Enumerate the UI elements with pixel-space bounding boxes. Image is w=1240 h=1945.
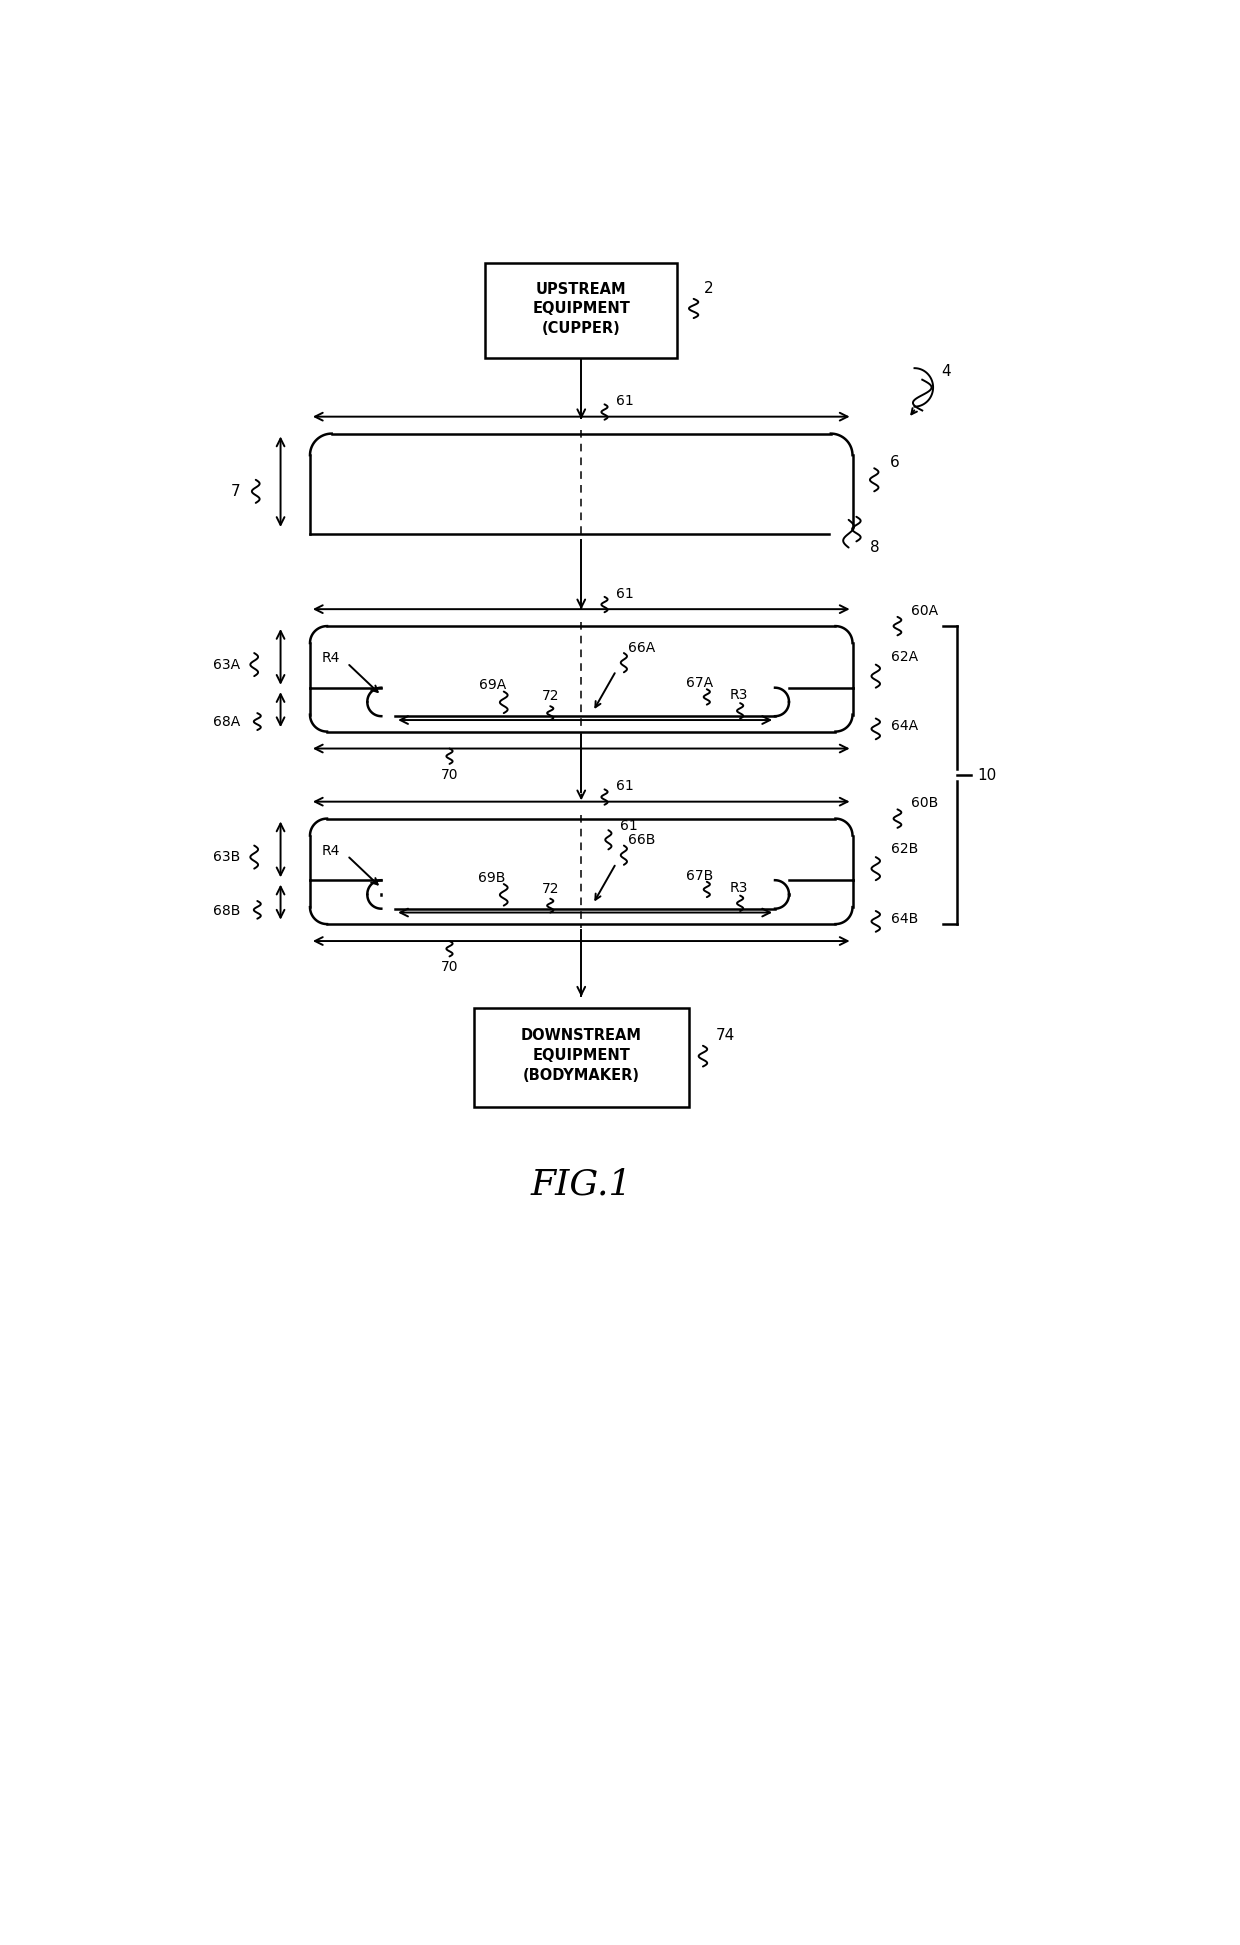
Text: 70: 70 — [440, 961, 459, 974]
Text: 69B: 69B — [479, 871, 506, 885]
Text: 61: 61 — [620, 819, 637, 832]
Text: 66B: 66B — [627, 832, 655, 848]
FancyBboxPatch shape — [485, 263, 677, 358]
Text: 61: 61 — [616, 780, 634, 794]
Text: 74: 74 — [715, 1029, 734, 1043]
Text: FIG.1: FIG.1 — [531, 1167, 632, 1202]
Text: UPSTREAM
EQUIPMENT
(CUPPER): UPSTREAM EQUIPMENT (CUPPER) — [532, 282, 630, 336]
Text: 60A: 60A — [910, 603, 937, 619]
Text: 63B: 63B — [213, 850, 241, 864]
Text: 72: 72 — [542, 689, 559, 702]
Text: 8: 8 — [869, 541, 879, 554]
Text: 61: 61 — [616, 395, 634, 408]
Text: 2: 2 — [704, 282, 713, 296]
Text: 7: 7 — [231, 484, 241, 498]
Text: 68A: 68A — [213, 716, 241, 729]
Text: 72: 72 — [542, 881, 559, 895]
Text: 63A: 63A — [213, 657, 241, 671]
Text: R3: R3 — [730, 881, 749, 895]
Text: R4: R4 — [321, 652, 340, 665]
Text: 62B: 62B — [892, 842, 919, 856]
Text: 66A: 66A — [627, 640, 655, 655]
Text: 64B: 64B — [892, 912, 919, 926]
Text: 70: 70 — [440, 768, 459, 782]
Text: 10: 10 — [977, 768, 997, 782]
Text: R4: R4 — [321, 844, 340, 858]
FancyBboxPatch shape — [474, 1008, 689, 1107]
Text: DOWNSTREAM
EQUIPMENT
(BODYMAKER): DOWNSTREAM EQUIPMENT (BODYMAKER) — [521, 1029, 642, 1083]
Text: 62A: 62A — [892, 650, 919, 663]
Text: 6: 6 — [890, 455, 899, 469]
Text: 68B: 68B — [213, 904, 241, 918]
Text: 67B: 67B — [686, 869, 713, 883]
Text: 64A: 64A — [892, 720, 919, 733]
Text: 60B: 60B — [910, 796, 937, 811]
Text: 67A: 67A — [686, 677, 713, 690]
Text: 69A: 69A — [479, 679, 506, 692]
Text: 4: 4 — [941, 364, 951, 379]
Text: R3: R3 — [730, 689, 749, 702]
Text: 61: 61 — [616, 587, 634, 601]
